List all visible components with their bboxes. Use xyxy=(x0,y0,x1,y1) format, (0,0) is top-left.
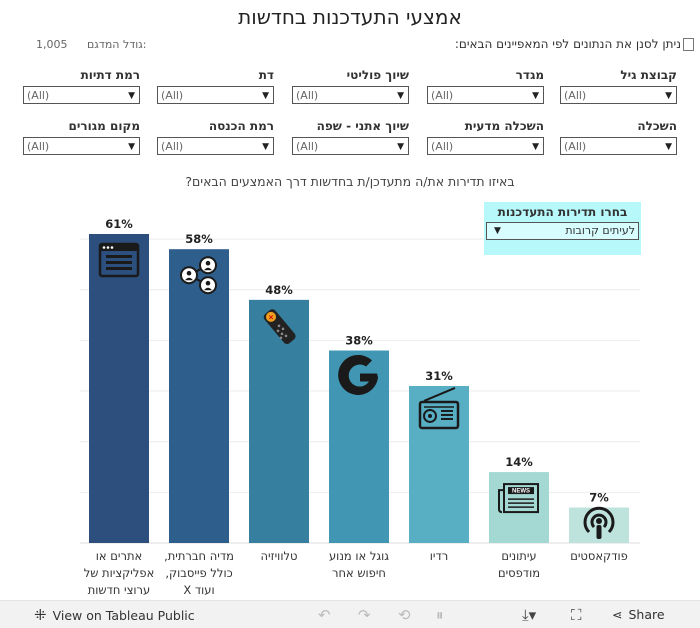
sample-size: 1,005 גודל המדגם: xyxy=(36,38,147,51)
undo-icon[interactable]: ↶ xyxy=(318,606,331,624)
bar-chart: 61% אתרים או אפליקציות של ערוצי חדשות 58% מדי… xyxy=(80,217,640,597)
category-label: עיתונים xyxy=(501,549,536,563)
filter-select[interactable]: (All) ▼ xyxy=(560,86,677,104)
filter-religiosity: רמת דתיות (All) ▼ xyxy=(23,67,140,104)
frequency-selector-label: בחרו תדירות התעדכנות xyxy=(497,205,628,219)
dropdown-arrow-icon: ▼ xyxy=(532,91,539,101)
sample-size-label: גודל המדגם: xyxy=(87,38,147,51)
filter-political: שיוך פוליטי (All) ▼ xyxy=(292,67,409,104)
filter-science-education: השכלה מדעית (All) ▼ xyxy=(427,118,544,155)
filter-ethnic-language: שיוך אתני - שפה (All) ▼ xyxy=(292,118,409,155)
svg-text:×: × xyxy=(268,313,274,321)
bar xyxy=(329,350,389,543)
filter-select[interactable]: (All) ▼ xyxy=(157,137,274,155)
category-label: טלוויזיה xyxy=(261,549,298,563)
tableau-logo-icon: ⁜ xyxy=(34,606,47,624)
checkbox-icon xyxy=(683,37,694,51)
category-label: ערוצי חדשות xyxy=(88,583,151,597)
category-label: ועוד X xyxy=(183,583,214,597)
filter-label: רמת דתיות xyxy=(80,68,140,82)
category-label: מודפסים xyxy=(498,566,540,580)
dropdown-arrow-icon: ▼ xyxy=(262,142,269,152)
filter-select[interactable]: (All) ▼ xyxy=(157,86,274,104)
social-share-icon xyxy=(180,256,217,295)
filter-education: השכלה (All) ▼ xyxy=(560,118,677,155)
filter-select[interactable]: (All) ▼ xyxy=(560,137,677,155)
radio-icon xyxy=(418,387,460,430)
svg-text:NEWS: NEWS xyxy=(512,489,530,495)
category-label: גוגל או מנוע xyxy=(329,549,389,563)
newspaper-icon: NEWS xyxy=(498,483,539,514)
category-label: כולל פייסבוק, xyxy=(165,566,232,580)
share-icon: ⋖ xyxy=(612,607,623,622)
fullscreen-icon[interactable]: ⛶ xyxy=(571,606,582,624)
download-icon[interactable]: ⤓▾ xyxy=(522,606,537,624)
filter-label: השכלה מדעית xyxy=(464,119,544,133)
redo-icon[interactable]: ↷ xyxy=(358,606,371,624)
dropdown-arrow-icon: ▼ xyxy=(494,226,501,236)
tableau-toolbar: ⁜ View on Tableau Public ↶ ↷ ⟲ ⏸ ⤓▾ ⛶ ⋖ … xyxy=(0,600,700,628)
bar xyxy=(249,299,309,543)
page-title: אמצעי התעדכנות בחדשות xyxy=(238,5,462,29)
filter-label: שיוך אתני - שפה xyxy=(316,119,409,133)
data-label: 7% xyxy=(589,491,609,505)
revert-icon[interactable]: ⟲ xyxy=(398,606,411,624)
frequency-select[interactable]: לעיתים קרובות ▼ xyxy=(486,222,639,240)
filter-label: דת xyxy=(258,68,274,82)
bar xyxy=(169,249,229,543)
dropdown-arrow-icon: ▼ xyxy=(397,91,404,101)
filter-note-text: ניתן לסנן את הנתונים לפי המאפיינים הבאים… xyxy=(454,37,681,51)
filter-label: קבוצת גיל xyxy=(620,68,677,82)
dropdown-arrow-icon: ▼ xyxy=(665,142,672,152)
data-label: 58% xyxy=(185,232,213,246)
filter-gender: מגדר (All) ▼ xyxy=(427,67,544,104)
frequency-selector-panel: בחרו תדירות התעדכנות לעיתים קרובות ▼ xyxy=(484,202,641,255)
bar xyxy=(409,385,469,543)
data-label: 38% xyxy=(345,334,373,348)
category-label: מדיה חברתית, xyxy=(164,549,234,563)
filter-select[interactable]: (All) ▼ xyxy=(23,86,140,104)
tv-remote-icon: × xyxy=(263,309,296,345)
podcast-icon xyxy=(583,506,615,539)
filter-select[interactable]: (All) ▼ xyxy=(427,86,544,104)
sample-size-value: 1,005 xyxy=(36,38,68,51)
pause-icon[interactable]: ⏸ xyxy=(436,606,444,624)
browser-icon xyxy=(98,242,140,278)
filter-income: רמת הכנסה (All) ▼ xyxy=(157,118,274,155)
category-label: חיפוש אחר xyxy=(332,566,386,580)
filter-religion: דת (All) ▼ xyxy=(157,67,274,104)
data-label: 14% xyxy=(505,455,533,469)
filter-label: מגדר xyxy=(515,68,544,82)
category-label: פודקאסטים xyxy=(570,549,628,563)
share-button[interactable]: ⋖ Share xyxy=(612,607,665,622)
filter-select[interactable]: (All) ▼ xyxy=(427,137,544,155)
category-label: רדיו xyxy=(430,549,448,563)
view-on-tableau-link[interactable]: ⁜ View on Tableau Public xyxy=(34,606,195,624)
data-label: 48% xyxy=(265,283,293,297)
filter-label: שיוך פוליטי xyxy=(346,68,409,82)
filter-residence: מקום מגורים (All) ▼ xyxy=(23,118,140,155)
dropdown-arrow-icon: ▼ xyxy=(128,142,135,152)
dropdown-arrow-icon: ▼ xyxy=(397,142,404,152)
dropdown-arrow-icon: ▼ xyxy=(128,91,135,101)
dropdown-arrow-icon: ▼ xyxy=(262,91,269,101)
data-label: 31% xyxy=(425,369,453,383)
filter-label: רמת הכנסה xyxy=(208,119,274,133)
google-icon xyxy=(338,354,378,395)
filter-select[interactable]: (All) ▼ xyxy=(292,137,409,155)
filter-select[interactable]: (All) ▼ xyxy=(292,86,409,104)
chart-question: באיזו תדירות את/ה מתעדכן/ת בחדשות דרך הא… xyxy=(185,174,515,189)
filter-age-group: קבוצת גיל (All) ▼ xyxy=(560,67,677,104)
bar xyxy=(89,234,149,543)
category-label: אפליקציות של xyxy=(84,566,155,580)
filter-label: השכלה xyxy=(637,119,677,133)
filter-select[interactable]: (All) ▼ xyxy=(23,137,140,155)
filter-note: ניתן לסנן את הנתונים לפי המאפיינים הבאים… xyxy=(455,37,694,51)
dropdown-arrow-icon: ▼ xyxy=(532,142,539,152)
data-label: 61% xyxy=(105,217,133,231)
category-label: אתרים או xyxy=(96,549,142,563)
filter-label: מקום מגורים xyxy=(68,119,140,133)
dropdown-arrow-icon: ▼ xyxy=(665,91,672,101)
